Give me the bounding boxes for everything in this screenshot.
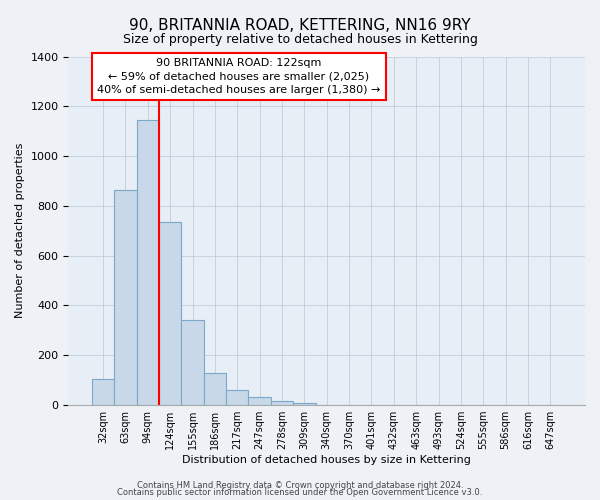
Text: 90 BRITANNIA ROAD: 122sqm
← 59% of detached houses are smaller (2,025)
40% of se: 90 BRITANNIA ROAD: 122sqm ← 59% of detac…	[97, 58, 380, 94]
Text: Contains HM Land Registry data © Crown copyright and database right 2024.: Contains HM Land Registry data © Crown c…	[137, 480, 463, 490]
Bar	[137, 120, 159, 405]
Text: Size of property relative to detached houses in Kettering: Size of property relative to detached ho…	[122, 32, 478, 46]
Bar	[181, 320, 204, 405]
Bar	[92, 379, 114, 405]
Bar	[204, 372, 226, 405]
Bar	[114, 190, 137, 405]
Y-axis label: Number of detached properties: Number of detached properties	[15, 143, 25, 318]
Bar	[248, 397, 271, 405]
Bar	[226, 390, 248, 405]
Text: 90, BRITANNIA ROAD, KETTERING, NN16 9RY: 90, BRITANNIA ROAD, KETTERING, NN16 9RY	[129, 18, 471, 32]
Bar	[271, 401, 293, 405]
X-axis label: Distribution of detached houses by size in Kettering: Distribution of detached houses by size …	[182, 455, 471, 465]
Bar	[159, 222, 181, 405]
Bar	[293, 402, 316, 405]
Text: Contains public sector information licensed under the Open Government Licence v3: Contains public sector information licen…	[118, 488, 482, 497]
